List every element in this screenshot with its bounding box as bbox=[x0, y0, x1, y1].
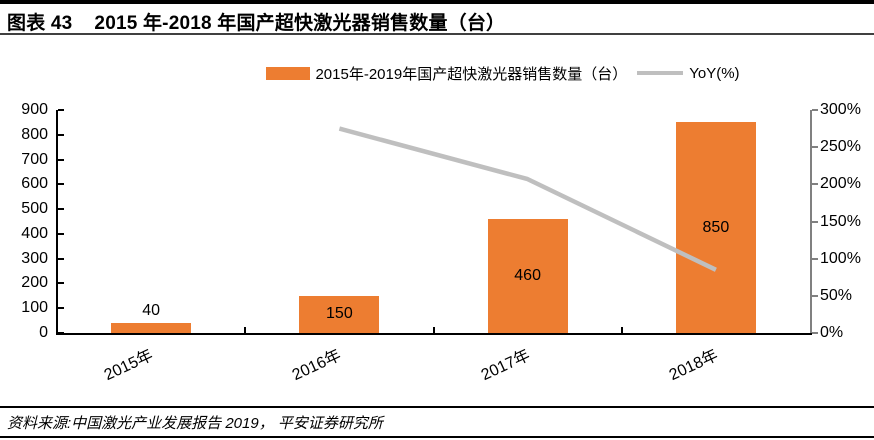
source-text: 资料来源:中国激光产业发展报告 2019， 平安证券研究所 bbox=[7, 415, 383, 432]
right-axis-tick-label: 250% bbox=[820, 138, 861, 156]
legend-line-label: YoY(%) bbox=[689, 64, 740, 82]
left-axis-tick bbox=[58, 158, 64, 161]
right-axis-tick-label: 0% bbox=[820, 324, 844, 341]
right-axis-tick bbox=[812, 294, 818, 297]
left-axis-line bbox=[56, 110, 58, 335]
left-axis-tick bbox=[58, 332, 64, 334]
bar-2015年 bbox=[111, 323, 192, 333]
left-axis-tick-label: 100 bbox=[21, 299, 48, 317]
left-axis-tick bbox=[58, 257, 64, 260]
right-axis-tick-label: 50% bbox=[820, 286, 853, 304]
left-axis-tick-label: 400 bbox=[21, 224, 48, 242]
legend-bar-swatch bbox=[266, 66, 311, 80]
right-axis-tick bbox=[812, 332, 818, 334]
right-axis-tick-label: 100% bbox=[820, 249, 861, 267]
right-axis-tick-label: 300% bbox=[820, 101, 861, 118]
x-axis-line bbox=[56, 333, 812, 335]
bar-value-label: 40 bbox=[142, 302, 161, 320]
header-top-rule bbox=[0, 0, 874, 4]
x-axis-tick bbox=[244, 327, 247, 333]
x-axis-label-2018年: 2018年 bbox=[666, 346, 721, 385]
left-axis-tick bbox=[58, 232, 64, 235]
right-axis-tick-label: 200% bbox=[820, 175, 861, 193]
legend-line-swatch bbox=[637, 71, 684, 75]
left-axis-tick bbox=[58, 307, 64, 310]
right-axis-tick bbox=[812, 146, 818, 149]
left-axis-tick-label: 500 bbox=[21, 200, 48, 218]
footer-bottom-rule bbox=[0, 436, 874, 438]
left-axis-tick bbox=[58, 208, 64, 211]
chart-legend: 2015年-2019年国产超快激光器销售数量（台） YoY(%) bbox=[0, 61, 874, 85]
left-axis-tick-label: 800 bbox=[21, 125, 48, 143]
x-axis-label-2016年: 2016年 bbox=[290, 346, 345, 385]
left-axis-tick-label: 700 bbox=[21, 150, 48, 168]
title-underline bbox=[0, 33, 874, 35]
bar-2016年 bbox=[299, 295, 380, 333]
legend-bar-label: 2015年-2019年国产超快激光器销售数量（台） bbox=[315, 65, 628, 83]
left-axis-tick-label: 0 bbox=[39, 324, 48, 341]
x-axis-tick bbox=[432, 327, 435, 333]
left-axis-tick bbox=[58, 109, 64, 111]
left-axis-tick bbox=[58, 183, 64, 186]
bar-value-label: 460 bbox=[514, 267, 541, 284]
bar-value-label: 150 bbox=[326, 305, 353, 323]
bar-value-label: 850 bbox=[702, 218, 730, 236]
right-axis-tick-label: 150% bbox=[820, 212, 861, 230]
left-axis-tick-label: 900 bbox=[21, 101, 48, 118]
left-axis-tick-label: 600 bbox=[21, 175, 48, 193]
right-axis-tick bbox=[812, 257, 818, 260]
right-axis-line bbox=[810, 110, 812, 335]
left-axis-tick-label: 200 bbox=[21, 274, 48, 292]
x-axis-tick bbox=[620, 327, 623, 333]
page-title: 2015 年-2018 年国产超快激光器销售数量（台） bbox=[94, 13, 506, 34]
footer-top-rule bbox=[0, 406, 874, 408]
right-axis-tick bbox=[812, 220, 818, 223]
left-axis-tick bbox=[58, 282, 64, 285]
x-axis-label-2017年: 2017年 bbox=[478, 346, 533, 385]
x-axis-label-2015年: 2015年 bbox=[101, 346, 156, 385]
left-axis-tick-label: 300 bbox=[21, 249, 48, 267]
right-axis-tick bbox=[812, 183, 818, 186]
left-axis-tick bbox=[58, 133, 64, 136]
right-axis-tick bbox=[812, 109, 818, 111]
figure-label: 图表 43 bbox=[7, 13, 73, 34]
chart-title-row: 图表 43 2015 年-2018 年国产超快激光器销售数量（台） bbox=[7, 8, 505, 35]
